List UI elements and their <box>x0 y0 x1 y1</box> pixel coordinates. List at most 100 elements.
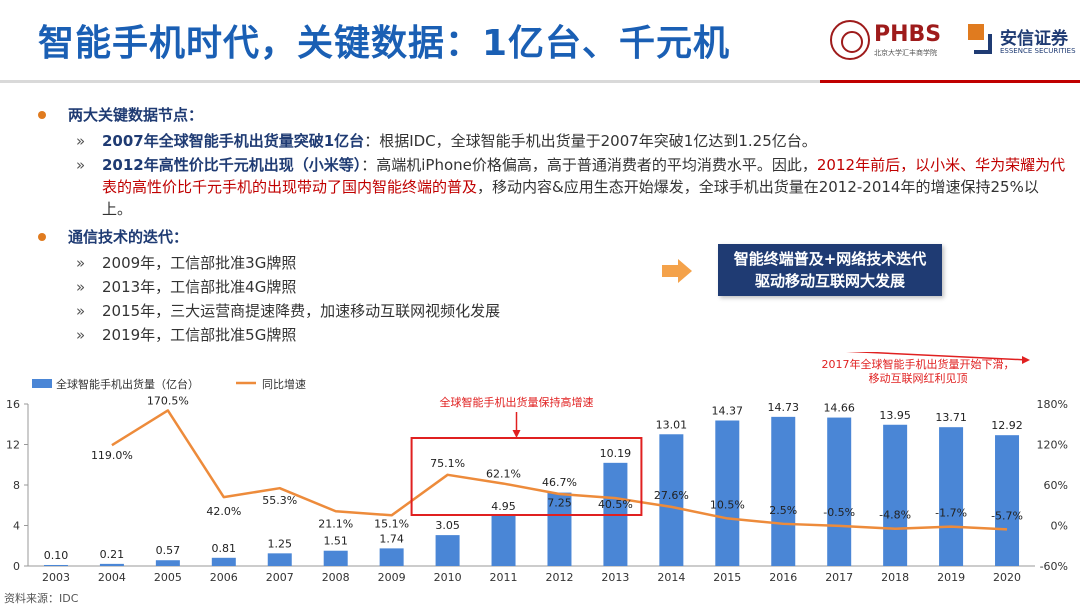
essence-mark-icon <box>968 24 992 54</box>
growth-value-label: 10.5% <box>710 498 745 511</box>
essence-logo-subtext: ESSENCE SECURITIES <box>1000 47 1076 55</box>
x-tick-label: 2007 <box>266 571 294 584</box>
growth-value-label: 2.5% <box>769 504 797 517</box>
y-left-tick-label: 0 <box>13 560 20 573</box>
x-tick-label: 2012 <box>545 571 573 584</box>
bar-value-label: 0.10 <box>44 549 69 562</box>
growth-value-label: 75.1% <box>430 457 465 470</box>
arrow-right-icon <box>662 259 692 283</box>
bar <box>379 548 404 566</box>
pku-seal-icon <box>830 20 870 60</box>
bar-value-label: 1.74 <box>379 532 404 545</box>
growth-value-label: 27.6% <box>654 489 689 502</box>
bar-value-label: 7.25 <box>547 497 572 510</box>
bar-value-label: 14.66 <box>823 402 855 415</box>
tech-item-text: 2009年，工信部批准3G牌照 <box>102 254 297 272</box>
decline-arrow-head-icon <box>1022 356 1030 364</box>
bar-value-label: 10.19 <box>600 447 632 460</box>
bar-value-label: 4.95 <box>491 500 516 513</box>
y-right-tick-label: -60% <box>1040 560 1068 573</box>
bar <box>715 420 740 566</box>
item-2012-highlight: 2012年前后，以小米、华为荣耀为代表的高性价比千元手机的出现带动了国内智能终端… <box>102 156 1066 196</box>
bar <box>99 563 124 566</box>
growth-value-label: 119.0% <box>91 449 133 462</box>
growth-value-label: -0.5% <box>823 506 855 519</box>
bar <box>323 550 348 566</box>
item-2012-text-b: ，移动内容&应用生态开始爆发，全球手机出货量在2012-2014年的增速保持25… <box>102 178 1039 218</box>
x-tick-label: 2014 <box>657 571 685 584</box>
bar <box>491 515 516 566</box>
bar <box>995 435 1020 566</box>
x-tick-label: 2019 <box>937 571 965 584</box>
chevron-icon: » <box>76 254 86 272</box>
bar <box>827 417 852 566</box>
tech-item: » 2019年，工信部批准5G牌照 <box>38 324 1068 346</box>
x-tick-label: 2010 <box>434 571 462 584</box>
summary-callout: 智能终端普及+网络技术迭代 驱动移动互联网大发展 <box>718 244 942 296</box>
chevron-icon: » <box>76 132 86 150</box>
tech-item-text: 2013年，工信部批准4G牌照 <box>102 278 297 296</box>
tech-item: » 2015年，三大运营商提速降费，加速移动互联网视频化发展 <box>38 300 1068 322</box>
essence-logo-text: 安信证券 <box>1000 29 1068 49</box>
bar <box>435 535 460 566</box>
section-2-title: 通信技术的迭代： <box>68 228 189 246</box>
x-tick-label: 2009 <box>378 571 406 584</box>
y-left-tick-label: 16 <box>6 398 20 411</box>
y-left-tick-label: 8 <box>13 479 20 492</box>
bar <box>547 492 572 566</box>
x-tick-label: 2013 <box>601 571 629 584</box>
x-tick-label: 2016 <box>769 571 797 584</box>
x-tick-label: 2018 <box>881 571 909 584</box>
bar <box>939 427 964 566</box>
chevron-icon: » <box>76 156 86 174</box>
growth-value-label: -1.7% <box>935 507 967 520</box>
item-2007-text: ：根据IDC，全球智能手机出货量于2007年突破1亿达到1.25亿台。 <box>364 132 817 150</box>
bullet-item-2012: » 2012年高性价比千元机出现（小米等）：高端机iPhone价格偏高，高于普通… <box>38 154 1068 220</box>
legend-bar-swatch <box>32 379 52 388</box>
bullet-section-2: 通信技术的迭代： <box>38 226 1068 248</box>
highlight-arrow-head-icon <box>512 430 521 438</box>
bar <box>155 560 180 566</box>
x-tick-label: 2011 <box>490 571 518 584</box>
bar <box>659 434 684 566</box>
bar <box>771 416 796 566</box>
y-right-tick-label: 60% <box>1044 479 1068 492</box>
tech-item: » 2013年，工信部批准4G牌照 <box>38 276 1068 298</box>
page-title: 智能手机时代，关键数据：1亿台、千元机 <box>38 23 731 64</box>
bar-value-label: 12.92 <box>991 419 1023 432</box>
decline-arrow <box>845 352 1029 361</box>
bar-value-label: 13.01 <box>656 418 688 431</box>
header-divider <box>0 80 1080 83</box>
y-right-tick-label: 0% <box>1051 520 1068 533</box>
bullet-list: 两大关键数据节点： » 2007年全球智能手机出货量突破1亿台：根据IDC，全球… <box>38 104 1068 348</box>
growth-value-label: -4.8% <box>879 509 911 522</box>
growth-value-label: 46.7% <box>542 476 577 489</box>
growth-value-label: 15.1% <box>374 517 409 530</box>
phbs-logo-subtext: 北京大学汇丰商学院 <box>874 49 937 57</box>
phbs-logo-text: PHBS <box>874 22 942 47</box>
bullet-dot-icon <box>38 233 46 241</box>
bullet-item-2007: » 2007年全球智能手机出货量突破1亿台：根据IDC，全球智能手机出货量于20… <box>38 130 1068 152</box>
chevron-icon: » <box>76 278 86 296</box>
growth-value-label: 40.5% <box>598 498 633 511</box>
x-tick-label: 2006 <box>210 571 238 584</box>
growth-value-label: -5.7% <box>991 509 1023 522</box>
growth-value-label: 21.1% <box>318 517 353 530</box>
growth-value-label: 62.1% <box>486 468 521 481</box>
bar-value-label: 13.71 <box>935 411 967 424</box>
legend-bar-label: 全球智能手机出货量（亿台） <box>56 377 199 391</box>
bar <box>267 553 292 566</box>
growth-value-label: 55.3% <box>262 494 297 507</box>
tech-item: » 2009年，工信部批准3G牌照 <box>38 252 1068 274</box>
section-1-title: 两大关键数据节点： <box>68 106 204 124</box>
phbs-logo: PHBS 北京大学汇丰商学院 <box>830 20 960 64</box>
decline-label-1: 2017年全球智能手机出货量开始下滑， <box>822 357 1015 371</box>
bar-value-label: 13.95 <box>879 409 911 422</box>
x-tick-label: 2020 <box>993 571 1021 584</box>
x-tick-label: 2003 <box>42 571 70 584</box>
bar-value-label: 1.51 <box>323 535 348 548</box>
item-2012-text-a: ：高端机iPhone价格偏高，高于普通消费者的平均消费水平。因此， <box>361 156 817 174</box>
bar <box>211 557 236 566</box>
legend-line-label: 同比增速 <box>262 377 306 391</box>
x-tick-label: 2017 <box>825 571 853 584</box>
